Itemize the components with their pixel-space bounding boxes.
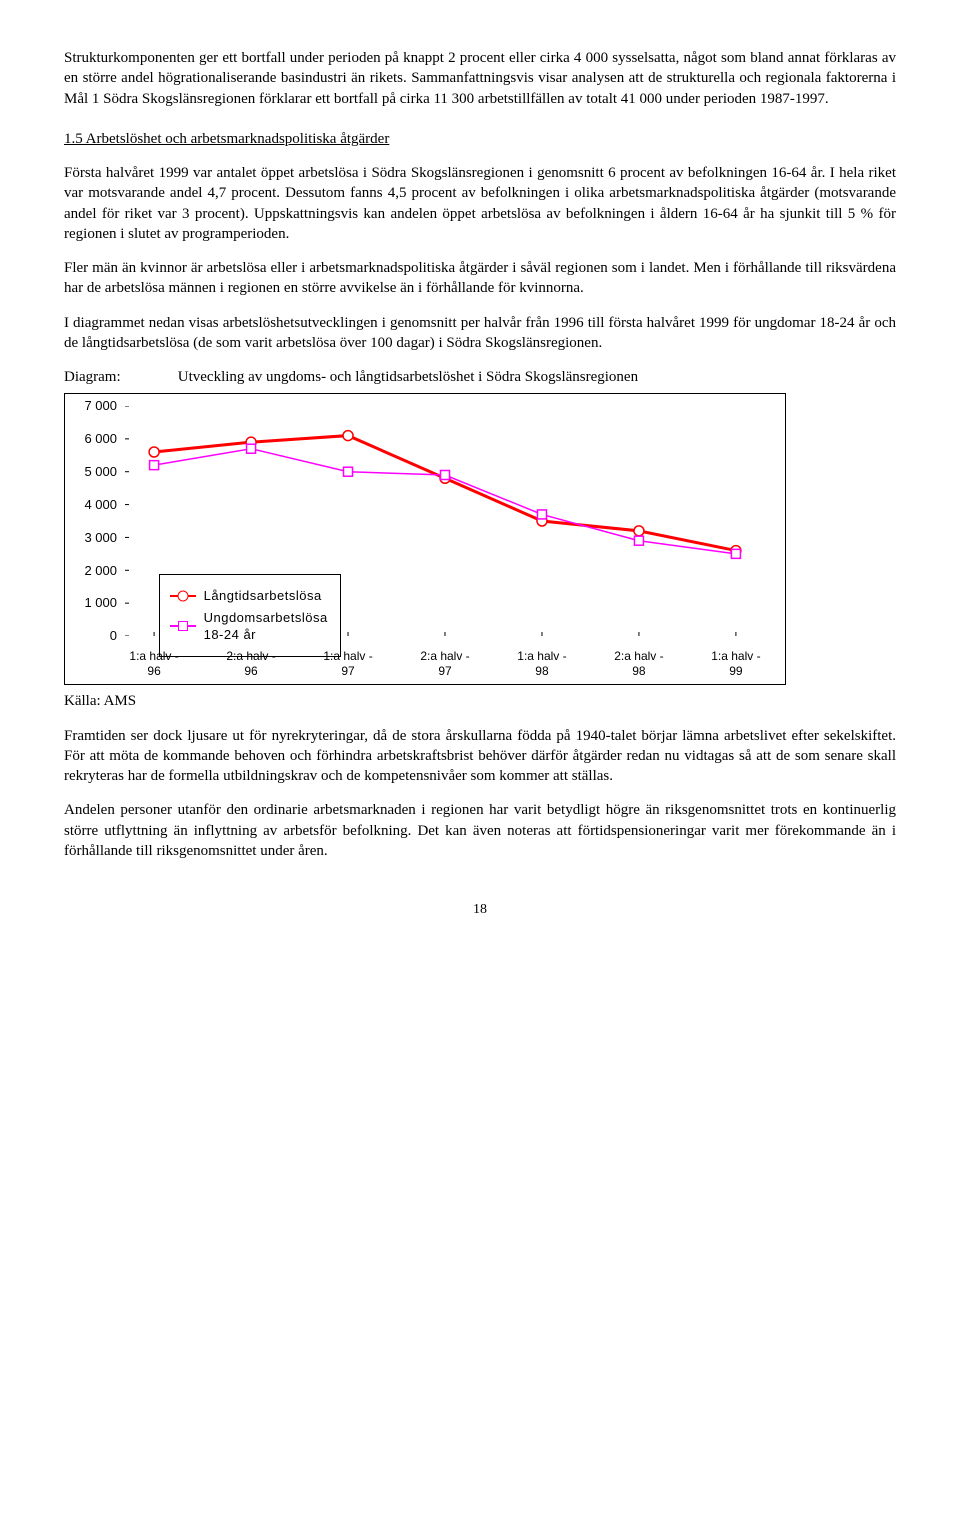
x-tick-label: 1:a halv -98 <box>502 649 582 678</box>
x-tick-label: 2:a halv -98 <box>599 649 679 678</box>
legend-label: Långtidsarbetslösa <box>204 587 322 605</box>
y-tick-label: 4 000 <box>71 496 117 514</box>
chart-source: Källa: AMS <box>64 691 896 711</box>
paragraph-4: I diagrammet nedan visas arbetslöshetsut… <box>64 313 896 354</box>
legend-swatch <box>170 625 196 627</box>
legend-label: Ungdomsarbetslösa 18-24 år <box>204 609 328 644</box>
diagram-label: Diagram: <box>64 367 174 387</box>
x-tick-label: 1:a halv -97 <box>308 649 388 678</box>
paragraph-1: Strukturkomponenten ger ett bortfall und… <box>64 48 896 109</box>
x-tick-label: 2:a halv -97 <box>405 649 485 678</box>
x-tick-label: 1:a halv -99 <box>696 649 776 678</box>
y-tick-label: 7 000 <box>71 397 117 415</box>
x-tick-label: 1:a halv -96 <box>114 649 194 678</box>
page-number: 18 <box>64 901 896 920</box>
diagram-caption: Utveckling av ungdoms- och långtidsarbet… <box>178 369 638 385</box>
unemployment-chart: Långtidsarbetslösa Ungdomsarbetslösa 18-2… <box>64 393 786 685</box>
chart-legend: Långtidsarbetslösa Ungdomsarbetslösa 18-2… <box>159 574 341 657</box>
legend-row: Ungdomsarbetslösa 18-24 år <box>170 609 328 644</box>
y-tick-label: 1 000 <box>71 595 117 613</box>
legend-swatch <box>170 595 196 597</box>
x-tick-label: 2:a halv -96 <box>211 649 291 678</box>
y-tick-label: 3 000 <box>71 529 117 547</box>
paragraph-6: Andelen personer utanför den ordinarie a… <box>64 800 896 861</box>
legend-row: Långtidsarbetslösa <box>170 587 328 605</box>
paragraph-2: Första halvåret 1999 var antalet öppet a… <box>64 163 896 244</box>
y-tick-label: 2 000 <box>71 562 117 580</box>
paragraph-5: Framtiden ser dock ljusare ut för nyrekr… <box>64 726 896 787</box>
y-tick-label: 6 000 <box>71 430 117 448</box>
section-heading: 1.5 Arbetslöshet och arbetsmarknadspolit… <box>64 129 896 149</box>
paragraph-3: Fler män än kvinnor är arbetslösa eller … <box>64 258 896 299</box>
diagram-caption-row: Diagram: Utveckling av ungdoms- och lång… <box>64 367 896 387</box>
y-tick-label: 0 <box>71 627 117 645</box>
y-tick-label: 5 000 <box>71 463 117 481</box>
